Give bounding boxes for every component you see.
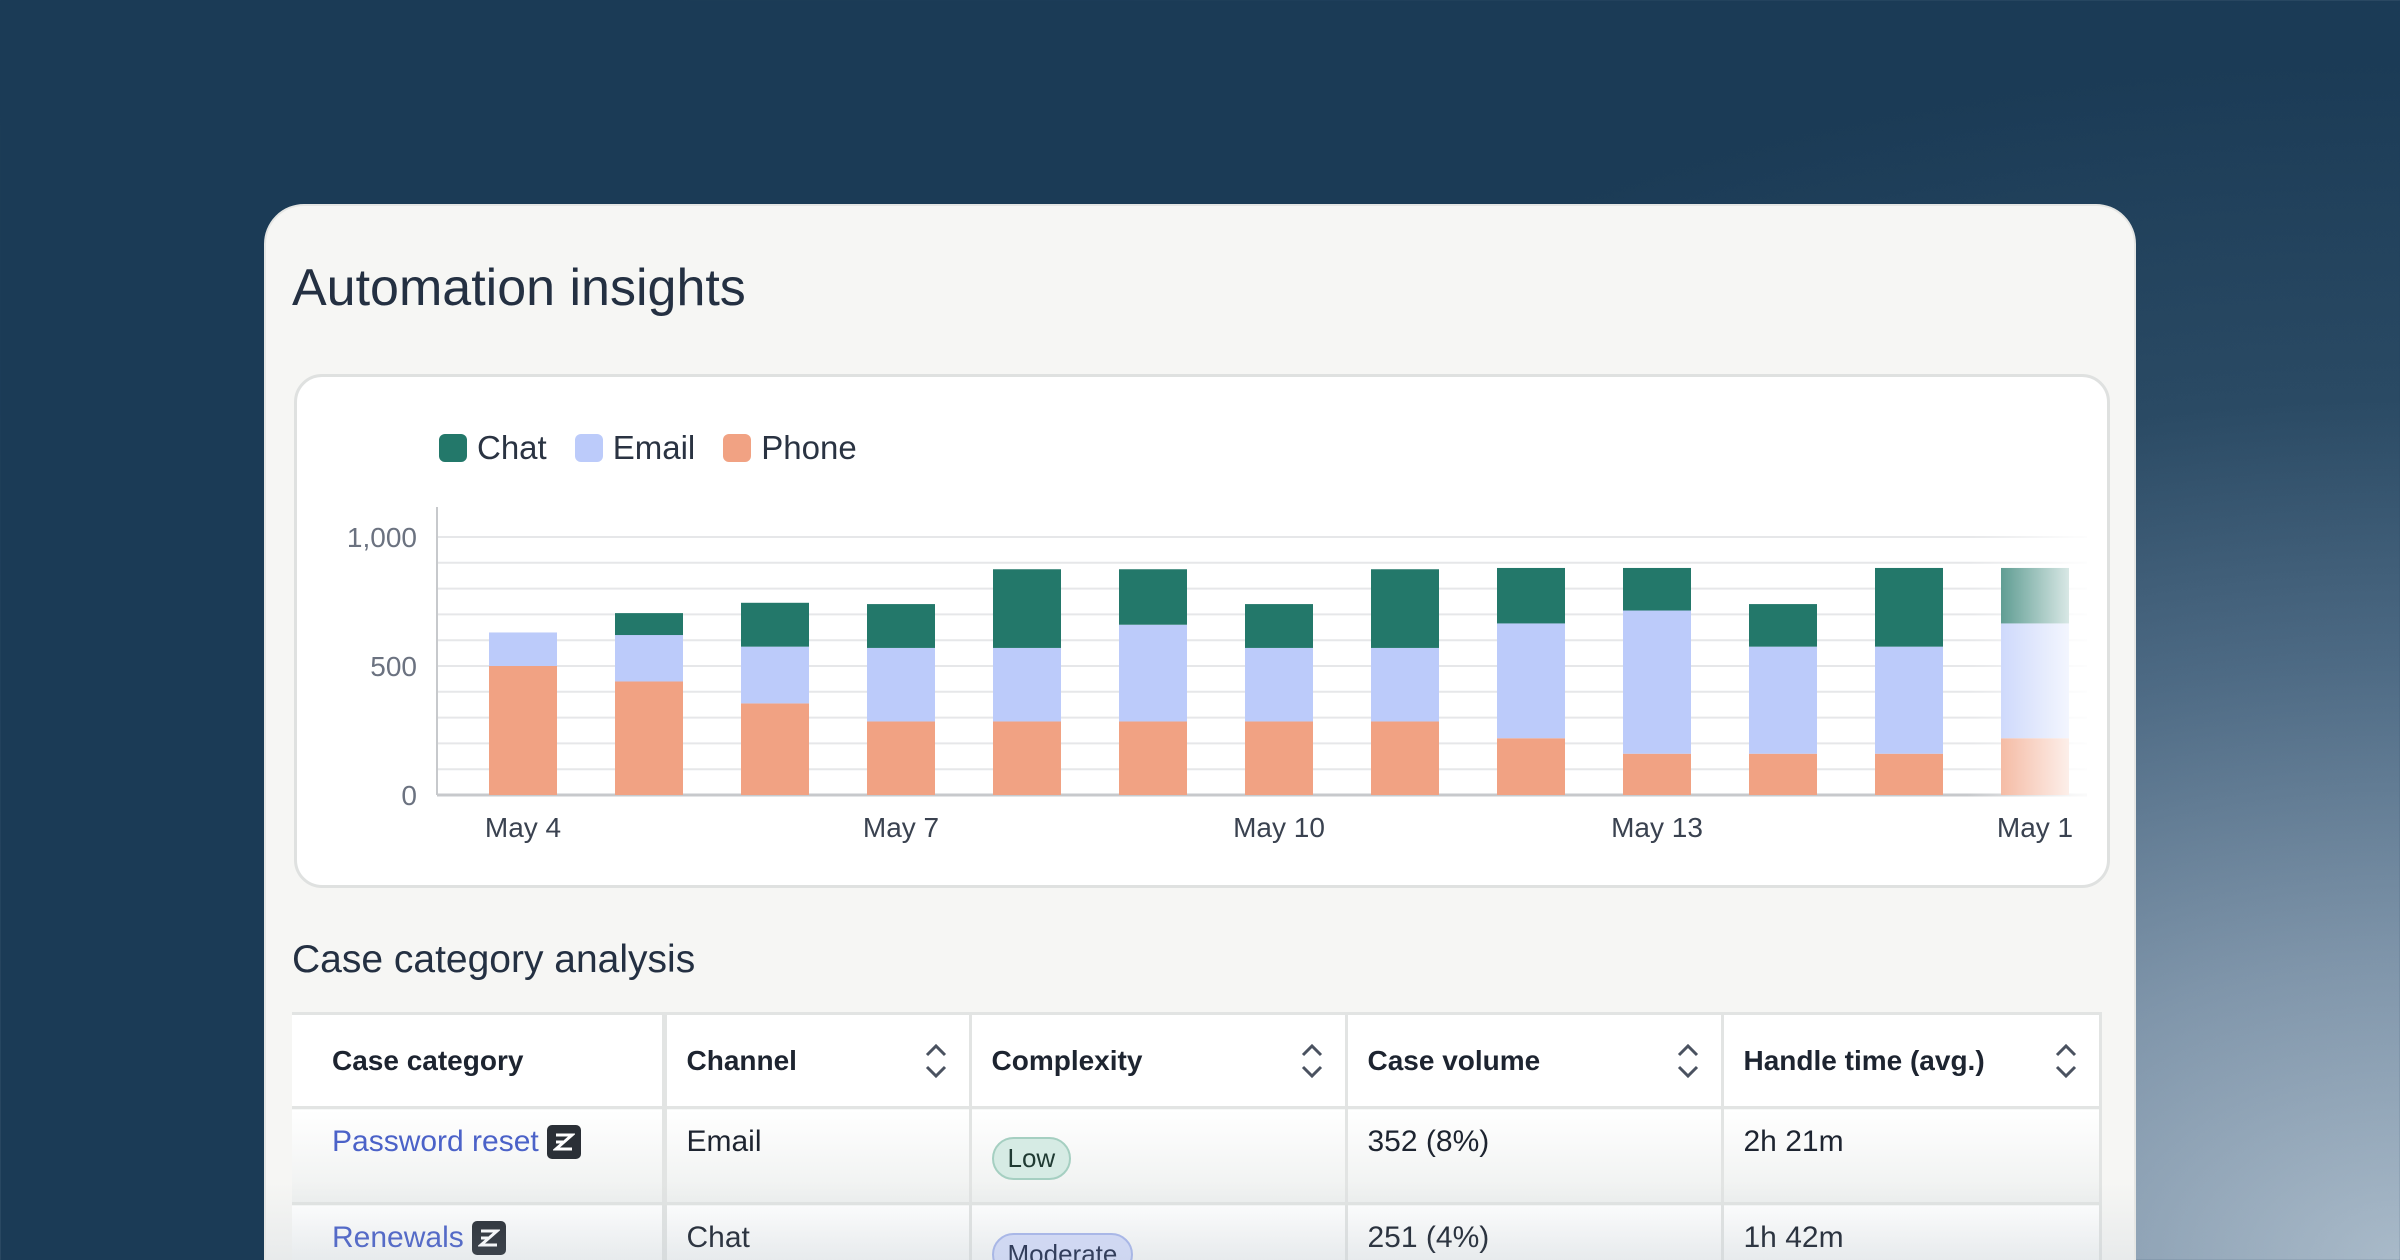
header-handle-time[interactable]: Handle time (avg.) xyxy=(1720,1012,2102,1109)
bar-segment-chat xyxy=(1749,604,1817,647)
bar-segment-phone xyxy=(1497,738,1565,795)
chart-panel: Chat Email Phone 0 500 1,000 May 4 May 7 May … xyxy=(294,374,2110,888)
cell-volume: 352 (8%) xyxy=(1344,1106,1724,1205)
y-tick-label: 1,000 xyxy=(347,522,417,553)
legend-swatch-chat xyxy=(439,434,467,462)
bar-segment-email xyxy=(1623,610,1691,754)
x-tick-label: May 7 xyxy=(863,812,939,843)
header-label: Case volume xyxy=(1367,1044,1541,1076)
y-tick-label: 500 xyxy=(370,651,417,682)
bar-segment-chat xyxy=(1119,569,1187,625)
y-tick-label: 0 xyxy=(401,780,417,811)
bar-segment-chat xyxy=(1623,567,1691,611)
sort-icon[interactable] xyxy=(1675,1041,1701,1081)
zendesk-icon xyxy=(471,1221,506,1255)
x-tick-label: May 13 xyxy=(1611,812,1703,843)
bar-segment-phone xyxy=(1245,721,1313,795)
header-label: Channel xyxy=(686,1044,797,1076)
complexity-badge: Low xyxy=(991,1137,1072,1180)
header-label: Complexity xyxy=(991,1044,1143,1076)
bar-segment-phone xyxy=(1119,721,1187,795)
bar-segment-email xyxy=(1245,647,1313,722)
bar-segment-email xyxy=(615,635,683,682)
cell-category: Password reset xyxy=(292,1106,667,1205)
bar-segment-chat xyxy=(615,613,683,636)
bar-segment-phone xyxy=(741,703,809,795)
bar-segment-chat xyxy=(1371,569,1439,648)
case-category-table: Case category Channel Complexity xyxy=(292,1012,2102,1260)
cell-channel: Email xyxy=(662,1106,972,1205)
bar-segment-phone xyxy=(1875,753,1943,795)
bar-segment-phone xyxy=(489,666,557,795)
bar-segment-email xyxy=(1119,624,1187,722)
sort-icon[interactable] xyxy=(2053,1041,2079,1081)
bar-segment-chat xyxy=(1245,604,1313,648)
legend-label-chat: Chat xyxy=(477,429,547,466)
bar-segment-email xyxy=(1875,646,1943,754)
header-case-category: Case category xyxy=(292,1012,667,1109)
cell-complexity: Low xyxy=(968,1106,1348,1205)
bar-segment-email xyxy=(1749,646,1817,754)
table-row: Renewals Chat Moderate 251 (4%) 1h 42m xyxy=(292,1202,2102,1260)
legend-swatch-phone xyxy=(723,434,752,462)
legend-label-phone: Phone xyxy=(761,429,857,466)
sort-icon[interactable] xyxy=(1299,1041,1325,1081)
complexity-badge: Moderate xyxy=(991,1233,1134,1260)
zendesk-icon xyxy=(546,1125,581,1159)
category-link[interactable]: Password reset xyxy=(332,1125,539,1158)
x-tick-label: May 4 xyxy=(485,812,561,843)
bar-segment-chat xyxy=(2001,567,2069,624)
table-row: Password reset Email Low 352 (8%) 2h 21m xyxy=(292,1106,2102,1205)
bar-segment-phone xyxy=(1371,721,1439,795)
x-tick-label: May 1 xyxy=(1997,812,2073,843)
cell-handle-time: 2h 21m xyxy=(1720,1106,2102,1205)
x-tick-label: May 10 xyxy=(1233,812,1325,843)
category-link[interactable]: Renewals xyxy=(332,1221,464,1254)
bar-segment-email xyxy=(2001,623,2069,739)
cell-channel: Chat xyxy=(662,1202,972,1260)
bar-segment-chat xyxy=(741,602,809,647)
bar-segment-chat xyxy=(867,604,935,648)
sort-icon[interactable] xyxy=(923,1041,949,1081)
bar-segment-email xyxy=(741,646,809,704)
bar-segment-email xyxy=(993,647,1061,722)
bar-segment-email xyxy=(489,632,557,666)
section-title: Case category analysis xyxy=(292,938,696,981)
bar-segment-phone xyxy=(1749,753,1817,795)
header-label: Handle time (avg.) xyxy=(1743,1044,1985,1076)
bar-segment-phone xyxy=(867,721,935,795)
header-case-volume[interactable]: Case volume xyxy=(1344,1012,1724,1109)
bar-segment-chat xyxy=(1497,567,1565,624)
bar-segment-phone xyxy=(993,721,1061,795)
bar-segment-email xyxy=(1371,647,1439,722)
legend-item-phone[interactable]: Phone xyxy=(723,429,857,467)
stacked-bar-chart: 0 500 1,000 May 4 May 7 May 10 May 13 May 1 xyxy=(347,507,2087,843)
chart-legend: Chat Email Phone xyxy=(439,429,885,467)
bar-segment-email xyxy=(867,647,935,722)
legend-label-email: Email xyxy=(612,429,696,466)
bar-segment-email xyxy=(1497,623,1565,739)
bar-segment-phone xyxy=(2001,738,2069,795)
cell-complexity: Moderate xyxy=(968,1202,1348,1260)
automation-insights-card: Automation insights Chat Email Phone 0 50… xyxy=(264,204,2136,1260)
header-label: Case category xyxy=(332,1044,524,1076)
page-title: Automation insights xyxy=(292,259,746,317)
legend-item-email[interactable]: Email xyxy=(574,429,696,467)
bar-segment-phone xyxy=(1623,753,1691,795)
cell-category: Renewals xyxy=(292,1202,667,1260)
header-channel[interactable]: Channel xyxy=(662,1012,972,1109)
cell-handle-time: 1h 42m xyxy=(1720,1202,2102,1260)
legend-swatch-email xyxy=(574,434,603,462)
header-complexity[interactable]: Complexity xyxy=(968,1012,1348,1109)
bar-segment-phone xyxy=(615,681,683,795)
table-header-row: Case category Channel Complexity xyxy=(292,1012,2102,1109)
cell-volume: 251 (4%) xyxy=(1344,1202,1724,1260)
legend-item-chat[interactable]: Chat xyxy=(439,429,547,467)
bar-segment-chat xyxy=(993,569,1061,648)
bar-segment-chat xyxy=(1875,567,1943,647)
